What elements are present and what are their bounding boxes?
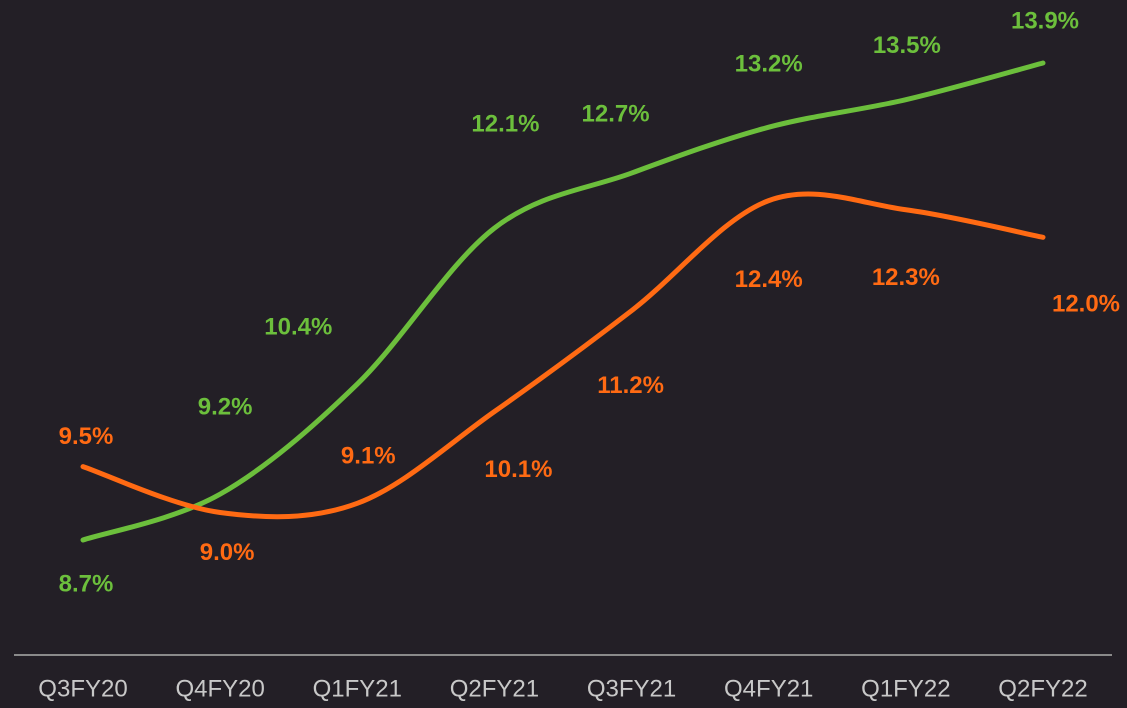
data-label: 12.3% — [872, 264, 940, 291]
data-label: 13.9% — [1011, 7, 1079, 34]
data-label: 8.7% — [59, 570, 114, 597]
x-tick-label: Q3FY21 — [587, 675, 676, 702]
x-tick-label: Q2FY22 — [998, 675, 1087, 702]
data-label: 9.2% — [198, 393, 253, 420]
line — [80, 191, 1046, 520]
x-tick-label: Q4FY20 — [175, 675, 264, 702]
line — [80, 60, 1046, 543]
x-tick-label: Q2FY21 — [450, 675, 539, 702]
data-label: 10.1% — [484, 456, 552, 483]
x-tick-label: Q1FY22 — [861, 675, 950, 702]
x-tick-label: Q3FY20 — [38, 675, 127, 702]
data-label: 12.7% — [582, 100, 650, 127]
data-label: 9.0% — [200, 539, 255, 566]
data-label: 11.2% — [597, 372, 664, 399]
x-tick-label: Q4FY21 — [724, 675, 813, 702]
x-tick-label: Q1FY21 — [313, 675, 402, 702]
data-label: 9.5% — [59, 423, 114, 450]
data-label: 12.4% — [735, 266, 803, 293]
data-label: 13.5% — [873, 32, 941, 59]
data-label: 12.1% — [471, 110, 539, 137]
data-label: 13.2% — [735, 51, 803, 78]
data-label: 10.4% — [264, 313, 332, 340]
data-label: 9.1% — [341, 443, 396, 470]
data-label: 12.0% — [1052, 291, 1120, 318]
